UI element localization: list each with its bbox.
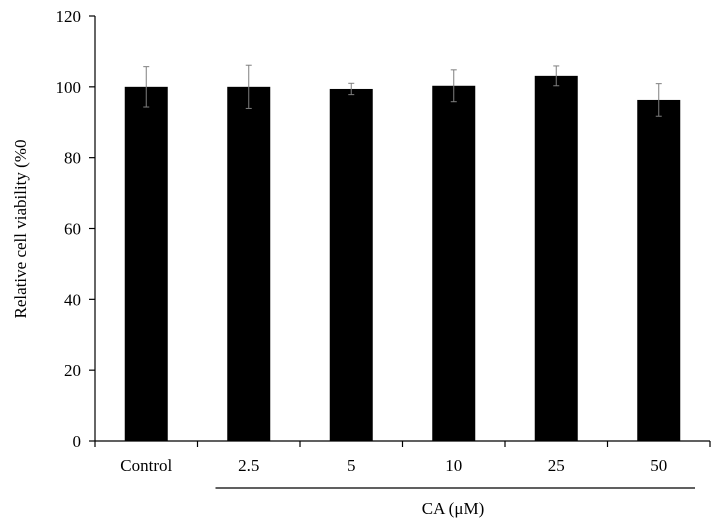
axes-layer: [89, 15, 711, 489]
labels-layer: 0 20 40 60 80 100 120 Control 2.5 5 10 25 50: [56, 7, 668, 475]
y-tick-label: 120: [56, 7, 82, 26]
bar: [329, 88, 373, 441]
y-tick-label: 60: [64, 220, 81, 239]
bar: [124, 86, 168, 441]
y-tick-label: 40: [64, 290, 81, 309]
y-tick-label: 100: [56, 78, 82, 97]
bar: [227, 86, 271, 441]
x-category-label: 25: [548, 456, 565, 475]
x-category-label: Control: [120, 456, 172, 475]
bar: [534, 75, 578, 442]
y-axis-title: Relative cell viability (%0: [11, 140, 30, 319]
bar: [637, 99, 681, 441]
y-tick-label: 20: [64, 361, 81, 380]
x-category-label: 5: [347, 456, 356, 475]
group-label: CA (μM): [422, 499, 484, 518]
y-tick-label: 80: [64, 149, 81, 168]
y-tick-label: 0: [73, 432, 82, 451]
error-bars-layer: [143, 64, 662, 117]
x-category-label: 2.5: [238, 456, 259, 475]
x-category-label: 10: [445, 456, 462, 475]
x-category-label: 50: [650, 456, 667, 475]
bars-layer: [124, 75, 681, 442]
bar: [432, 85, 476, 441]
